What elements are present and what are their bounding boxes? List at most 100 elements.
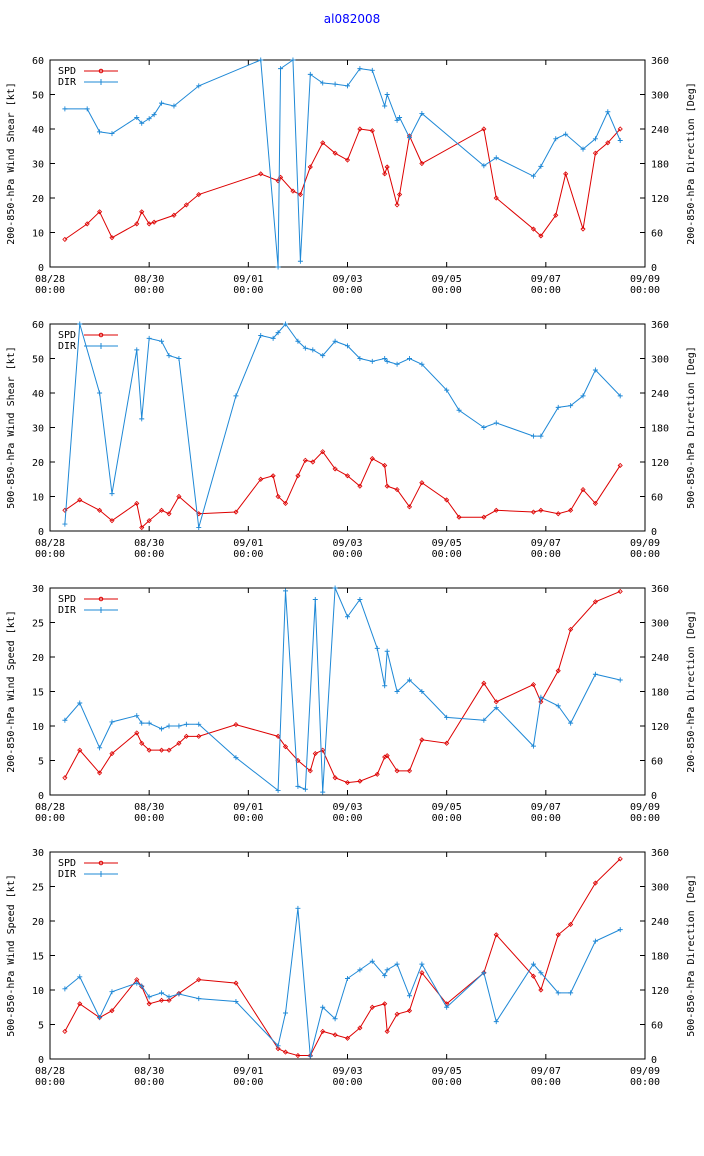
y2-tick-label: 300 <box>651 883 669 894</box>
spd-point <box>166 511 172 517</box>
spd-point <box>406 768 413 774</box>
y-tick-label: 30 <box>32 584 44 595</box>
spd-point <box>357 483 363 489</box>
spd-point <box>357 1025 363 1031</box>
spd-point <box>580 487 586 493</box>
y2-tick-label: 0 <box>651 527 657 538</box>
spd-point <box>617 462 623 469</box>
spd-point <box>84 221 90 227</box>
y-tick-label: 0 <box>38 527 44 538</box>
dir-point <box>493 705 499 711</box>
y-tick-label: 50 <box>32 355 44 366</box>
y-tick-label: 60 <box>32 56 44 67</box>
dir-point <box>369 958 375 964</box>
spd-point <box>258 476 264 482</box>
spd-point <box>233 509 239 515</box>
y2-tick-label: 180 <box>651 424 669 435</box>
spd-point <box>617 588 623 595</box>
spd-point <box>394 202 400 208</box>
dir-point <box>406 135 412 141</box>
plot-frame <box>49 323 646 532</box>
dir-point <box>109 719 115 725</box>
spd-point <box>166 747 172 753</box>
dir-point <box>332 585 338 591</box>
dir-point <box>109 131 115 137</box>
spd-point <box>568 921 574 928</box>
x-tick-label: 09/05 <box>432 274 462 285</box>
y2-tick-label: 300 <box>651 355 669 366</box>
y2-tick-label: 0 <box>651 1055 657 1066</box>
dir-point <box>538 694 544 700</box>
x-tick-label: 09/07 <box>531 538 561 549</box>
dir-point <box>357 967 363 973</box>
y2-tick-label: 300 <box>651 619 669 630</box>
y-tick-label: 5 <box>38 1021 44 1032</box>
x-tick-label: 09/07 <box>531 274 561 285</box>
dir-point <box>592 671 598 677</box>
dir-point <box>357 597 363 602</box>
spd-point <box>139 209 145 215</box>
spd-point <box>382 1001 388 1007</box>
x-tick-label: 00:00 <box>432 285 462 296</box>
dir-point <box>538 163 544 169</box>
spd-point <box>196 511 202 517</box>
dir-point <box>481 425 487 430</box>
chart-panel-1: 010203040506006012018024030036008/2800:0… <box>6 56 697 296</box>
spd-point <box>332 150 338 156</box>
dir-point <box>109 989 115 995</box>
spd-point <box>332 466 338 472</box>
spd-point <box>481 126 487 132</box>
x-tick-label: 09/03 <box>332 538 362 549</box>
spd-point <box>357 778 363 784</box>
dir-point <box>384 967 390 973</box>
spd-point <box>382 171 388 177</box>
dir-point <box>310 347 316 353</box>
x-tick-label: 00:00 <box>134 813 164 824</box>
dir-point <box>196 83 202 89</box>
x-tick-label: 00:00 <box>531 549 561 560</box>
spd-point <box>109 518 115 524</box>
y-tick-label: 0 <box>38 1055 44 1066</box>
y2-tick-label: 360 <box>651 320 669 331</box>
spd-point <box>307 1052 313 1059</box>
spd-point <box>97 507 103 513</box>
dir-point <box>166 723 172 729</box>
spd-point <box>297 191 303 198</box>
dir-point <box>275 787 281 793</box>
y-tick-label: 20 <box>32 917 44 928</box>
dir-point <box>481 717 487 723</box>
x-tick-label: 00:00 <box>630 813 660 824</box>
x-tick-label: 00:00 <box>630 549 660 560</box>
dir-point <box>419 961 425 967</box>
dir-point <box>592 938 598 944</box>
spd-point <box>555 668 561 674</box>
spd-point <box>332 775 338 781</box>
dir-point <box>592 136 598 142</box>
dir-point <box>77 321 83 327</box>
x-tick-label: 08/30 <box>134 1066 164 1077</box>
dir-point <box>555 404 561 410</box>
dir-point <box>384 358 390 364</box>
spd-point <box>419 480 425 486</box>
x-tick-label: 09/05 <box>432 802 462 813</box>
dir-point <box>617 138 623 143</box>
x-tick-label: 00:00 <box>35 1077 65 1088</box>
x-tick-label: 09/01 <box>233 538 263 549</box>
spd-point <box>196 977 202 983</box>
y2-tick-label: 240 <box>651 389 669 400</box>
spd-point <box>617 856 623 862</box>
spd-point <box>310 459 316 465</box>
dir-point <box>159 990 165 996</box>
y2-axis-label: 500-850-hPa Direction [Deg] <box>686 874 697 1037</box>
legend-label-spd: SPD <box>58 858 76 869</box>
spd-point <box>592 880 598 886</box>
dir-point <box>307 1053 313 1059</box>
spd-point <box>166 997 172 1003</box>
x-tick-label: 00:00 <box>332 285 362 296</box>
spd-point <box>369 1004 375 1010</box>
dir-point <box>580 393 586 399</box>
x-tick-label: 00:00 <box>233 813 263 824</box>
x-tick-label: 09/07 <box>531 1066 561 1077</box>
spd-point <box>344 780 351 786</box>
dir-point <box>320 789 326 795</box>
